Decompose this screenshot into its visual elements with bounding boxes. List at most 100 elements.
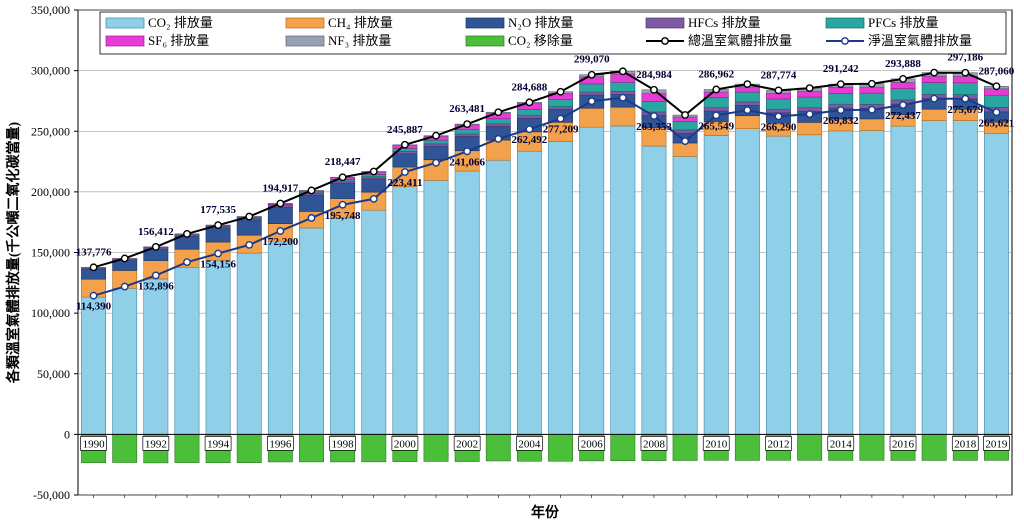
- legend-swatch: [646, 18, 684, 28]
- marker-net: [153, 272, 159, 278]
- datalabel-total: 137,776: [76, 246, 112, 258]
- datalabel-net: 272,437: [885, 110, 921, 122]
- marker-net: [775, 113, 781, 119]
- legend-marker: [662, 38, 668, 44]
- marker-net: [744, 107, 750, 113]
- bar-co2: [268, 241, 292, 434]
- bar-hfcs: [424, 144, 448, 146]
- marker-total: [869, 81, 875, 87]
- marker-net: [806, 111, 812, 117]
- x-tick-label: 2000: [394, 438, 417, 450]
- x-tick-label: 2004: [518, 438, 541, 450]
- bar-co2_removal: [299, 434, 323, 462]
- bar-hfcs: [486, 124, 510, 127]
- datalabel-net: 132,896: [138, 280, 174, 292]
- marker-net: [246, 242, 252, 248]
- bar-ch4: [922, 109, 946, 120]
- datalabel-total: 156,412: [138, 226, 174, 238]
- bar-pfcs: [580, 84, 604, 92]
- bar-pfcs: [984, 95, 1008, 107]
- marker-net: [993, 109, 999, 115]
- marker-net: [464, 148, 470, 154]
- marker-total: [962, 70, 968, 76]
- datalabel-total: 284,984: [636, 69, 672, 81]
- bar-co2_removal: [175, 434, 199, 462]
- x-tick-label: 1990: [83, 438, 106, 450]
- y-axis-title: 各類溫室氣體排放量(千公噸二氧化碳當量): [5, 122, 22, 385]
- legend-label: 總溫室氣體排放量: [688, 33, 792, 48]
- x-tick-label: 1996: [269, 438, 292, 450]
- legend-label: CO₂ 移除量: [508, 33, 573, 48]
- bar-hfcs: [580, 92, 604, 95]
- datalabel-total: 293,888: [885, 58, 921, 70]
- marker-total: [402, 142, 408, 148]
- bar-co2: [953, 121, 977, 435]
- datalabel-net: 195,748: [325, 210, 361, 222]
- marker-net: [557, 115, 563, 121]
- bar-ch4: [797, 122, 821, 134]
- datalabel-net: 269,832: [823, 115, 859, 127]
- marker-net: [682, 138, 688, 144]
- marker-net: [900, 102, 906, 108]
- x-tick-label: 1998: [332, 438, 355, 450]
- x-tick-label: 2019: [985, 438, 1008, 450]
- x-tick-label: 2008: [643, 438, 666, 450]
- x-tick-label: 2006: [581, 438, 604, 450]
- bar-co2: [984, 133, 1008, 434]
- bar-co2_removal: [735, 434, 759, 460]
- bar-co2_removal: [362, 434, 386, 461]
- bar-pfcs: [704, 98, 728, 108]
- marker-total: [90, 264, 96, 270]
- marker-total: [620, 68, 626, 74]
- marker-net: [962, 96, 968, 102]
- datalabel-total: 286,962: [698, 68, 734, 80]
- bar-hfcs: [517, 116, 541, 119]
- bar-pfcs: [424, 140, 448, 144]
- marker-net: [122, 283, 128, 289]
- bar-n2o: [237, 220, 261, 235]
- bar-co2: [113, 288, 137, 434]
- bar-pfcs: [486, 119, 510, 124]
- marker-net: [90, 292, 96, 298]
- bar-co2_removal: [922, 434, 946, 460]
- datalabel-net: 265,549: [698, 120, 734, 132]
- bar-co2_removal: [860, 434, 884, 460]
- legend-label: HFCs 排放量: [688, 15, 761, 30]
- bar-pfcs: [548, 100, 572, 107]
- bar-sf6: [829, 87, 853, 93]
- marker-total: [308, 187, 314, 193]
- marker-net: [589, 98, 595, 104]
- datalabel-total: 287,060: [979, 65, 1015, 77]
- y-tick-label: 50,000: [37, 367, 70, 381]
- marker-total: [371, 168, 377, 174]
- bar-co2: [486, 160, 510, 434]
- marker-total: [838, 81, 844, 87]
- chart-svg: -50,000050,000100,000150,000200,000250,0…: [0, 0, 1024, 529]
- x-tick-label: 2018: [954, 438, 977, 450]
- bar-hfcs: [362, 177, 386, 179]
- bar-co2_removal: [548, 434, 572, 461]
- marker-net: [184, 259, 190, 265]
- y-tick-label: 200,000: [31, 185, 70, 199]
- legend-swatch: [286, 18, 324, 28]
- legend-swatch: [466, 18, 504, 28]
- bar-hfcs: [735, 102, 759, 106]
- bar-co2_removal: [673, 434, 697, 460]
- y-tick-label: 350,000: [31, 3, 70, 17]
- bar-co2: [393, 187, 417, 435]
- marker-total: [122, 255, 128, 261]
- legend-label: NF₃ 排放量: [328, 33, 391, 48]
- marker-net: [651, 113, 657, 119]
- y-tick-label: 0: [64, 427, 70, 441]
- bar-hfcs: [455, 134, 479, 136]
- bar-ch4: [611, 107, 635, 126]
- marker-total: [682, 112, 688, 118]
- x-tick-label: 2016: [892, 438, 915, 450]
- bar-hfcs: [704, 108, 728, 111]
- datalabel-total: 291,242: [823, 63, 859, 75]
- bar-co2_removal: [486, 434, 510, 461]
- marker-net: [526, 126, 532, 132]
- marker-net: [931, 95, 937, 101]
- bar-co2: [237, 253, 261, 434]
- legend-label: N₂O 排放量: [508, 15, 574, 30]
